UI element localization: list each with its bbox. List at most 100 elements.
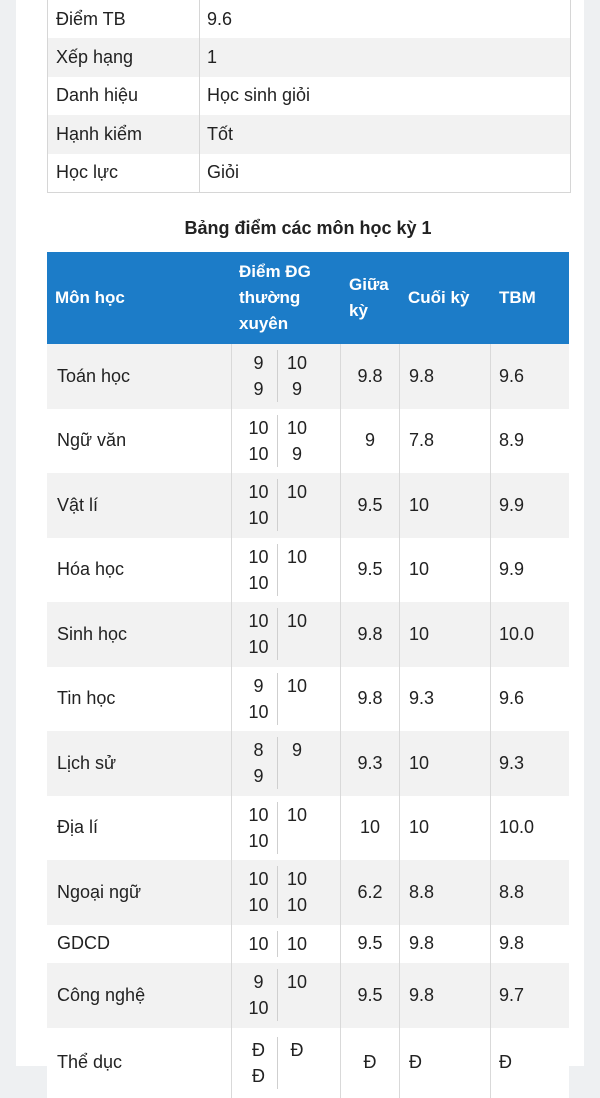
- regular-score: 10: [286, 675, 308, 696]
- average-score: 9.9: [499, 559, 525, 580]
- header-average: TBM: [499, 288, 536, 307]
- subject-name: Hóa học: [57, 559, 125, 580]
- regular-scores: 10 10: [240, 930, 316, 957]
- final-score: 10: [400, 731, 491, 796]
- subject-name: Vật lí: [57, 494, 99, 515]
- regular-score: 9: [291, 379, 302, 400]
- regular-scores-cell: 9 10 9 9: [231, 344, 341, 409]
- grades-table-header: Môn học Điểm ĐG thường xuyên Giữa kỳ Cuố…: [47, 252, 569, 344]
- average-score: 9.8: [499, 933, 525, 954]
- midterm-score: 9.5: [341, 473, 400, 538]
- midterm-score: 9: [341, 408, 400, 473]
- student-summary-table: Điểm TB 9.6 Xếp hạng 1 Danh hiệu Học sinh giỏ…: [47, 0, 571, 193]
- summary-label: Danh hiệu: [48, 76, 200, 116]
- final-score: 7.8: [400, 408, 491, 473]
- regular-scores: 9 10 10: [240, 969, 316, 1022]
- final-score: Đ: [400, 1027, 491, 1098]
- final-score: 9.3: [400, 666, 491, 731]
- final-score: 9.8: [400, 344, 491, 409]
- regular-score: 9: [240, 969, 278, 996]
- subject-row: Hóa học 10 10 10 9.5 10 9.9: [47, 537, 569, 602]
- average-score: 10.0: [499, 817, 535, 838]
- regular-score: 10: [286, 804, 308, 825]
- summary-value: 9.6: [207, 8, 233, 29]
- subject-name: Địa lí: [57, 817, 99, 838]
- regular-score: 10: [240, 801, 278, 828]
- final-score: 9.8: [400, 963, 491, 1028]
- average-score: Đ: [499, 1052, 512, 1072]
- midterm-score: 9.8: [341, 602, 400, 667]
- subject-row: Ngữ văn 10 10 10 9 9 7.8 8.9: [47, 408, 569, 473]
- regular-score: 10: [240, 479, 278, 506]
- regular-score: 10: [240, 608, 278, 635]
- subject-name: Toán học: [57, 365, 131, 386]
- average-score: 9.3: [499, 752, 525, 773]
- regular-score: 10: [240, 698, 278, 725]
- subject-row: Ngoại ngữ 10 10 10 10 6.2 8.8 8.8: [47, 860, 569, 925]
- regular-scores-cell: 10 10 10: [231, 473, 341, 538]
- header-final: Cuối kỳ: [408, 288, 470, 307]
- summary-value: Tốt: [207, 123, 234, 144]
- regular-score: 10: [286, 353, 308, 374]
- regular-scores: 10 10 10: [240, 543, 316, 596]
- regular-score: Đ: [290, 1039, 304, 1060]
- final-score: 8.8: [400, 860, 491, 925]
- regular-score: 9: [291, 740, 302, 761]
- grades-table: Môn học Điểm ĐG thường xuyên Giữa kỳ Cuố…: [47, 252, 569, 1098]
- regular-score: 10: [240, 505, 278, 532]
- subject-name: Công nghệ: [57, 984, 146, 1005]
- header-regular-scores: Điểm ĐG thường xuyên: [239, 262, 311, 333]
- regular-scores-cell: 10 10 10 9: [231, 408, 341, 473]
- regular-score: 10: [286, 933, 308, 954]
- regular-score: 9: [291, 443, 302, 464]
- subject-row: GDCD 10 10 9.5 9.8 9.8: [47, 924, 569, 963]
- final-score: 10: [400, 473, 491, 538]
- regular-score: 8: [240, 737, 278, 764]
- midterm-score: 9.8: [341, 666, 400, 731]
- regular-score: 10: [286, 895, 308, 916]
- regular-score: 10: [286, 417, 308, 438]
- regular-score: 10: [240, 569, 278, 596]
- midterm-score: 9.8: [341, 344, 400, 409]
- subject-name: Ngữ văn: [57, 430, 127, 451]
- regular-score: 10: [240, 440, 278, 467]
- midterm-score: 9.5: [341, 924, 400, 963]
- final-score: 10: [400, 795, 491, 860]
- summary-row: Xếp hạng 1: [48, 38, 570, 77]
- midterm-score: 10: [341, 795, 400, 860]
- regular-scores-cell: 9 10 10: [231, 666, 341, 731]
- subject-name: Thể dục: [57, 1052, 123, 1072]
- regular-scores-cell: 9 10 10: [231, 963, 341, 1028]
- header-midterm: Giữa kỳ: [349, 275, 389, 320]
- average-score: 8.9: [499, 430, 525, 451]
- subject-name: Sinh học: [57, 623, 128, 644]
- midterm-score: 6.2: [341, 860, 400, 925]
- regular-scores-cell: 10 10 10: [231, 795, 341, 860]
- regular-score: 10: [240, 543, 278, 570]
- subject-row: Sinh học 10 10 10 9.8 10 10.0: [47, 602, 569, 667]
- summary-label: Xếp hạng: [48, 38, 200, 77]
- regular-scores: 9 10 10: [240, 672, 316, 725]
- summary-row: Học lực Giỏi: [48, 153, 570, 192]
- regular-score: Đ: [240, 1036, 278, 1063]
- regular-score: 10: [286, 482, 308, 503]
- grades-table-body: Toán học 9 10 9 9 9.8 9.8 9.6 Ngữ văn 10 10 10 9 9 7.8…: [47, 344, 569, 1098]
- regular-score: 10: [286, 972, 308, 993]
- regular-score: 9: [240, 376, 278, 403]
- summary-value: Giỏi: [207, 162, 240, 183]
- midterm-score: 9.3: [341, 731, 400, 796]
- subject-row: Vật lí 10 10 10 9.5 10 9.9: [47, 473, 569, 538]
- regular-score: 10: [240, 892, 278, 919]
- average-score: 10.0: [499, 623, 535, 644]
- subject-row: Công nghệ 9 10 10 9.5 9.8 9.7: [47, 963, 569, 1028]
- final-score: 10: [400, 602, 491, 667]
- subject-row: Lịch sử 8 9 9 9.3 10 9.3: [47, 731, 569, 796]
- header-subject: Môn học: [55, 288, 125, 307]
- midterm-score: Đ: [341, 1027, 400, 1098]
- regular-score: 10: [240, 995, 278, 1022]
- summary-label: Hạnh kiểm: [48, 115, 200, 154]
- regular-scores: 10 10 10: [240, 801, 316, 854]
- grades-table-caption: Bảng điểm các môn học kỳ 1: [184, 218, 432, 238]
- subject-row: Tin học 9 10 10 9.8 9.3 9.6: [47, 666, 569, 731]
